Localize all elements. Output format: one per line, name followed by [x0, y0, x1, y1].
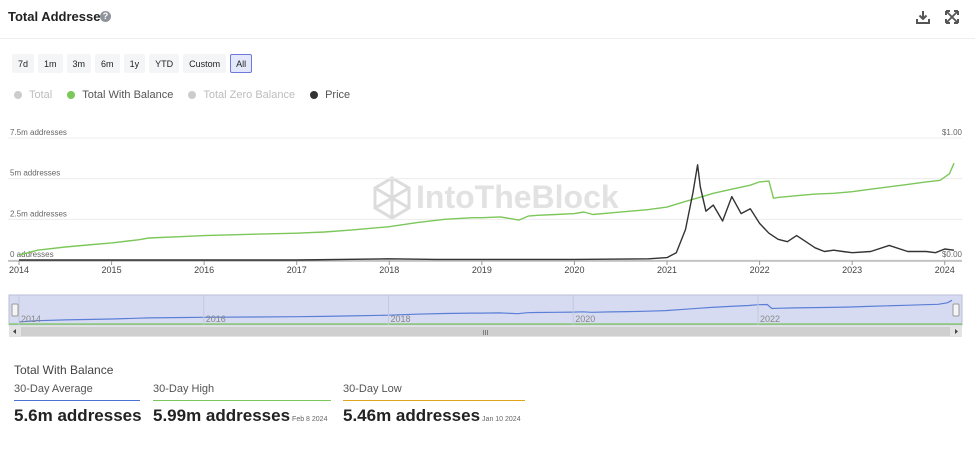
range-button-1y[interactable]: 1y: [123, 54, 146, 73]
main-chart: IntoTheBlock 0 addresses 2.5m addresses 5m…: [8, 128, 963, 337]
watermark-text: IntoTheBlock: [416, 179, 619, 215]
y-tick-label: 5m addresses: [10, 169, 60, 178]
range-button-ytd[interactable]: YTD: [149, 54, 180, 73]
stat-value: 5.6m addresses: [14, 406, 142, 425]
legend-item-price[interactable]: Price: [310, 89, 350, 101]
range-button-6m[interactable]: 6m: [95, 54, 120, 73]
x-tick-label: 2016: [194, 265, 214, 275]
x-tick-label: 2014: [9, 265, 29, 275]
help-icon[interactable]: ?: [100, 11, 111, 22]
y-right-tick-label: $1.00: [942, 128, 963, 137]
range-button-3m[interactable]: 3m: [66, 54, 92, 73]
scroll-right-icon[interactable]: [955, 329, 958, 334]
range-selector: 7d 1m 3m 6m 1y YTD Custom All: [12, 54, 253, 73]
stat-30-day-high: 30-Day High 5.99m addresses Feb 8 2024: [153, 383, 331, 426]
download-icon[interactable]: [915, 9, 931, 25]
legend-dot-icon: [67, 91, 76, 99]
legend-label: Total: [29, 89, 53, 101]
page-title: Total Addresses: [8, 9, 108, 24]
x-tick-label: 2018: [379, 265, 399, 275]
navigator-tick-label: 2014: [21, 314, 41, 324]
scrollbar-thumb[interactable]: [21, 327, 950, 336]
y-tick-label: 0 addresses: [10, 250, 54, 259]
chart-header: Total Addresses ?: [0, 0, 975, 39]
legend-item-total[interactable]: Total: [14, 89, 52, 101]
x-tick-label: 2019: [472, 265, 492, 275]
range-button-7d[interactable]: 7d: [12, 54, 35, 73]
navigator-tick-label: 2018: [391, 314, 411, 324]
series-line-total-with-balance[interactable]: [18, 162, 955, 256]
legend-item-total-zero-balance[interactable]: Total Zero Balance: [188, 89, 295, 101]
stat-label: 30-Day Low: [343, 383, 525, 401]
range-button-custom[interactable]: Custom: [183, 54, 227, 73]
stat-30-day-low: 30-Day Low 5.46m addresses Jan 10 2024: [343, 383, 525, 426]
navigator-handle-left[interactable]: [11, 303, 19, 317]
stat-date: Feb 8 2024: [292, 416, 328, 423]
legend-dot-icon: [310, 91, 319, 99]
legend-item-total-with-balance[interactable]: Total With Balance: [67, 89, 173, 101]
legend-dot-icon: [14, 91, 22, 99]
scrollbar-grip-icon: III: [483, 330, 489, 337]
legend-label: Total Zero Balance: [203, 89, 296, 101]
x-tick-label: 2023: [842, 265, 862, 275]
stat-value: 5.46m addresses: [343, 406, 481, 425]
fullscreen-icon[interactable]: [944, 9, 960, 25]
navigator-selection[interactable]: [8, 294, 963, 326]
series-line-price[interactable]: [19, 164, 955, 261]
x-tick-label: 2024: [935, 265, 955, 275]
x-tick-label: 2015: [102, 265, 122, 275]
chart-legend: Total Total With Balance Total Zero Balanc…: [14, 89, 365, 101]
navigator-tick-label: 2022: [760, 314, 780, 324]
stat-30-day-average: 30-Day Average 5.6m addresses: [14, 383, 142, 426]
stat-label: 30-Day Average: [14, 383, 140, 401]
watermark-logo-icon: [373, 176, 411, 220]
watermark: IntoTheBlock: [373, 176, 619, 220]
navigator-series: [18, 299, 953, 323]
stat-date: Jan 10 2024: [482, 416, 521, 423]
stat-label: 30-Day High: [153, 383, 331, 401]
x-tick-label: 2021: [657, 265, 677, 275]
legend-label: Total With Balance: [82, 89, 174, 101]
stats-title: Total With Balance: [14, 363, 114, 377]
y-tick-label: 7.5m addresses: [10, 128, 67, 137]
y-tick-label: 2.5m addresses: [10, 209, 67, 218]
navigator-handle-right[interactable]: [952, 303, 960, 317]
navigator-tick-label: 2020: [575, 314, 595, 324]
scroll-left-icon[interactable]: [13, 329, 16, 334]
x-tick-label: 2022: [750, 265, 770, 275]
range-button-all[interactable]: All: [230, 54, 253, 73]
range-button-1m[interactable]: 1m: [38, 54, 63, 73]
x-tick-label: 2017: [287, 265, 307, 275]
legend-label: Price: [325, 89, 351, 101]
legend-dot-icon: [188, 91, 197, 99]
navigator-tick-label: 2016: [206, 314, 226, 324]
y-right-tick-label: $0.00: [942, 250, 963, 259]
x-tick-label: 2020: [564, 265, 584, 275]
stat-value: 5.99m addresses: [153, 406, 291, 425]
